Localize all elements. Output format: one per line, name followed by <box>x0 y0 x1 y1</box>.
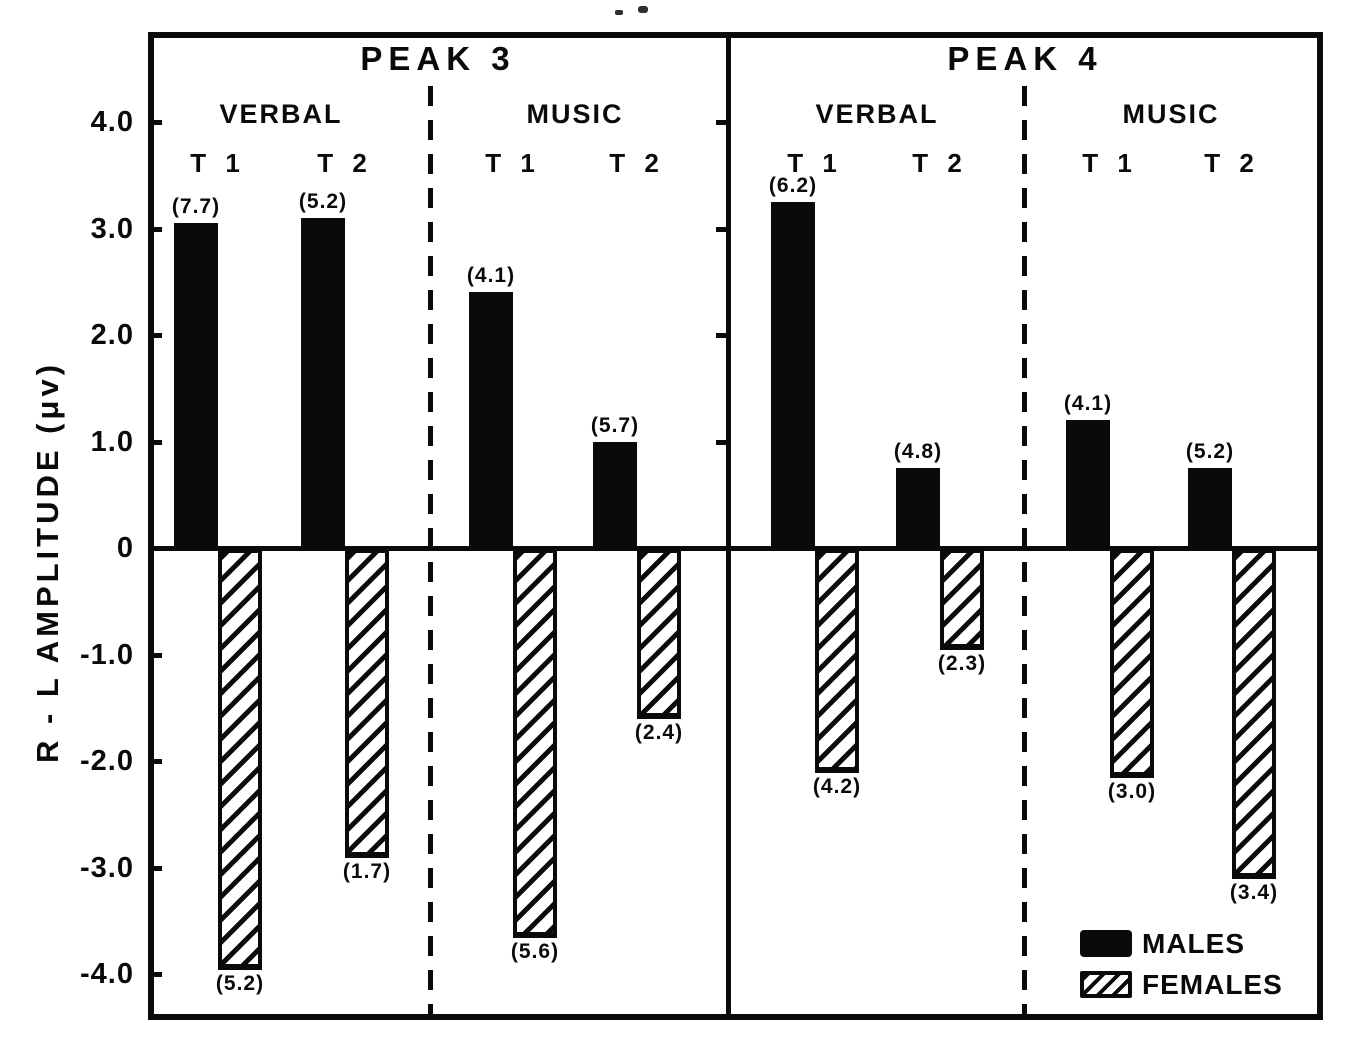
bar-male <box>771 201 815 551</box>
y-axis-tick <box>148 333 162 338</box>
y-axis-tick-label: -2.0 <box>80 745 134 777</box>
y-axis-tick <box>148 226 162 232</box>
bar-female <box>345 549 389 858</box>
male-value-label: (4.1) <box>1063 392 1113 416</box>
section-title: VERBAL <box>815 99 939 129</box>
scan-artifact-dot <box>615 10 623 15</box>
male-value-label: (5.2) <box>1185 440 1235 464</box>
panel-divider-line <box>726 32 731 1020</box>
y-axis-tick <box>148 759 162 764</box>
male-value-label: (7.7) <box>171 195 221 219</box>
y-axis-tick-label: -1.0 <box>80 638 134 671</box>
legend-label: MALES <box>1142 928 1245 959</box>
bar-male <box>301 217 345 551</box>
y-axis-tick-label: 2.0 <box>90 319 134 351</box>
male-value-label: (6.2) <box>768 173 818 197</box>
female-value-label: (5.6) <box>510 939 560 963</box>
panel-title: PEAK 3 <box>360 40 516 77</box>
trial-label: T 2 <box>912 148 968 178</box>
bar-male <box>896 468 940 551</box>
trial-label: T 2 <box>1204 148 1260 178</box>
section-title: MUSIC <box>1122 99 1220 129</box>
trial-label: T 1 <box>787 148 843 178</box>
bar-male <box>593 441 637 551</box>
bar-female <box>218 549 262 970</box>
bar-male <box>1066 420 1110 551</box>
section-title: MUSIC <box>526 99 624 129</box>
male-value-label: (5.7) <box>590 413 640 437</box>
bar-female <box>637 549 681 720</box>
y-axis-tick-label: 4.0 <box>90 106 134 138</box>
y-axis-tick <box>148 652 162 658</box>
y-axis-tick-label: 0 <box>116 532 134 564</box>
trial-label: T 1 <box>485 148 541 178</box>
bar-female <box>1110 549 1154 778</box>
bar-male <box>469 292 513 551</box>
male-value-label: (4.1) <box>466 264 516 288</box>
divider-tick <box>716 226 728 232</box>
female-value-label: (5.2) <box>215 971 265 995</box>
y-axis-tick <box>148 972 162 977</box>
male-value-label: (4.8) <box>893 440 943 464</box>
female-value-label: (3.4) <box>1229 881 1279 905</box>
zero-axis-line <box>148 546 1323 551</box>
male-value-label: (5.2) <box>298 189 348 213</box>
trial-label: T 2 <box>609 148 665 178</box>
panel-title: PEAK 4 <box>947 40 1103 77</box>
female-value-label: (3.0) <box>1107 779 1157 803</box>
bar-female <box>940 549 984 651</box>
trial-label: T 2 <box>317 148 373 178</box>
female-value-label: (2.4) <box>634 721 684 745</box>
y-axis-tick-label: 1.0 <box>90 425 134 458</box>
legend-swatch-males <box>1080 930 1132 957</box>
bar-female <box>1232 549 1276 880</box>
female-value-label: (4.2) <box>812 774 862 798</box>
legend-swatch-females <box>1080 971 1132 998</box>
y-axis-tick <box>148 865 162 871</box>
bar-female <box>513 549 557 938</box>
bar-male <box>174 223 218 551</box>
y-axis-tick <box>148 120 162 125</box>
section-divider-dashed-line <box>1022 86 1027 1020</box>
section-title: VERBAL <box>219 99 343 129</box>
y-axis-tick-label: -4.0 <box>80 958 134 990</box>
female-value-label: (1.7) <box>342 859 392 883</box>
bar-male <box>1188 468 1232 551</box>
trial-label: T 1 <box>1082 148 1138 178</box>
y-axis-tick <box>148 546 162 551</box>
trial-label: T 1 <box>190 148 246 178</box>
divider-tick <box>716 439 728 445</box>
female-value-label: (2.3) <box>937 652 987 676</box>
legend-label: FEMALES <box>1142 969 1283 1000</box>
section-divider-dashed-line <box>428 86 433 1020</box>
y-axis-tick-label: 3.0 <box>90 212 134 245</box>
y-axis-tick <box>148 439 162 445</box>
bar-female <box>815 549 859 773</box>
divider-tick <box>716 120 728 125</box>
divider-tick <box>716 333 728 338</box>
y-axis-tick-label: -3.0 <box>80 851 134 884</box>
